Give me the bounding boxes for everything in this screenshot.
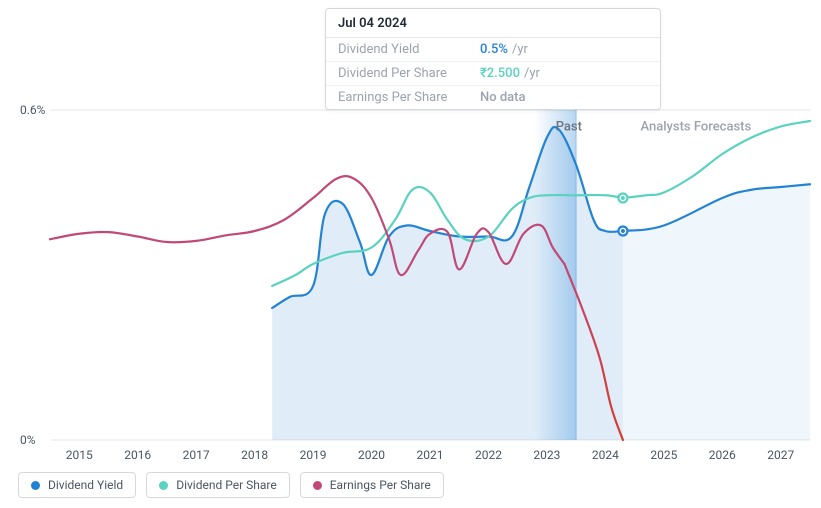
legend-label: Dividend Per Share bbox=[176, 478, 277, 492]
legend-item[interactable]: Dividend Yield bbox=[18, 472, 136, 498]
tooltip-rows: Dividend Yield 0.5%/yr Dividend Per Share ₹… bbox=[326, 38, 660, 109]
x-axis-label: 2024 bbox=[592, 448, 619, 462]
legend-label: Earnings Per Share bbox=[330, 478, 431, 492]
x-axis-label: 2017 bbox=[183, 448, 210, 462]
tooltip-row-value: No data bbox=[480, 90, 526, 105]
legend-item[interactable]: Dividend Per Share bbox=[146, 472, 290, 498]
y-axis-label: 0% bbox=[20, 433, 36, 447]
chart-tooltip: Jul 04 2024 Dividend Yield0.5%/yrDividen… bbox=[325, 8, 661, 110]
x-axis-label: 2019 bbox=[300, 448, 327, 462]
tooltip-row: Earnings Per Share No data bbox=[326, 86, 660, 109]
x-axis-label: 2025 bbox=[650, 448, 677, 462]
tooltip-row-value: ₹2.500/yr bbox=[480, 66, 540, 81]
x-axis-label: 2018 bbox=[241, 448, 268, 462]
legend-swatch bbox=[31, 481, 40, 490]
tooltip-row-value: 0.5%/yr bbox=[480, 42, 528, 57]
legend-swatch bbox=[159, 481, 168, 490]
x-axis-label: 2026 bbox=[709, 448, 736, 462]
legend-item[interactable]: Earnings Per Share bbox=[300, 472, 444, 498]
y-axis-label: 0.6% bbox=[20, 103, 45, 117]
x-axis-label: 2027 bbox=[767, 448, 794, 462]
tooltip-row: Dividend Per Share ₹2.500/yr bbox=[326, 62, 660, 86]
dividend-chart: Jul 04 2024 Dividend Yield0.5%/yrDividen… bbox=[0, 0, 821, 508]
x-axis-label: 2021 bbox=[417, 448, 444, 462]
legend-label: Dividend Yield bbox=[48, 478, 123, 492]
x-axis-label: 2023 bbox=[533, 448, 560, 462]
x-axis-label: 2022 bbox=[475, 448, 502, 462]
chart-legend: Dividend Yield Dividend Per Share Earnings… bbox=[18, 472, 444, 498]
past-region-label: Past bbox=[556, 119, 582, 134]
x-axis-label: 2020 bbox=[358, 448, 385, 462]
legend-swatch bbox=[313, 481, 322, 490]
tooltip-row: Dividend Yield 0.5%/yr bbox=[326, 38, 660, 62]
x-axis-label: 2016 bbox=[124, 448, 151, 462]
tooltip-row-name: Dividend Yield bbox=[338, 42, 468, 57]
tooltip-row-name: Dividend Per Share bbox=[338, 66, 468, 81]
forecast-region-label: Analysts Forecasts bbox=[640, 119, 751, 134]
tooltip-row-name: Earnings Per Share bbox=[338, 90, 468, 105]
tooltip-title: Jul 04 2024 bbox=[326, 9, 660, 38]
x-axis-label: 2015 bbox=[66, 448, 93, 462]
